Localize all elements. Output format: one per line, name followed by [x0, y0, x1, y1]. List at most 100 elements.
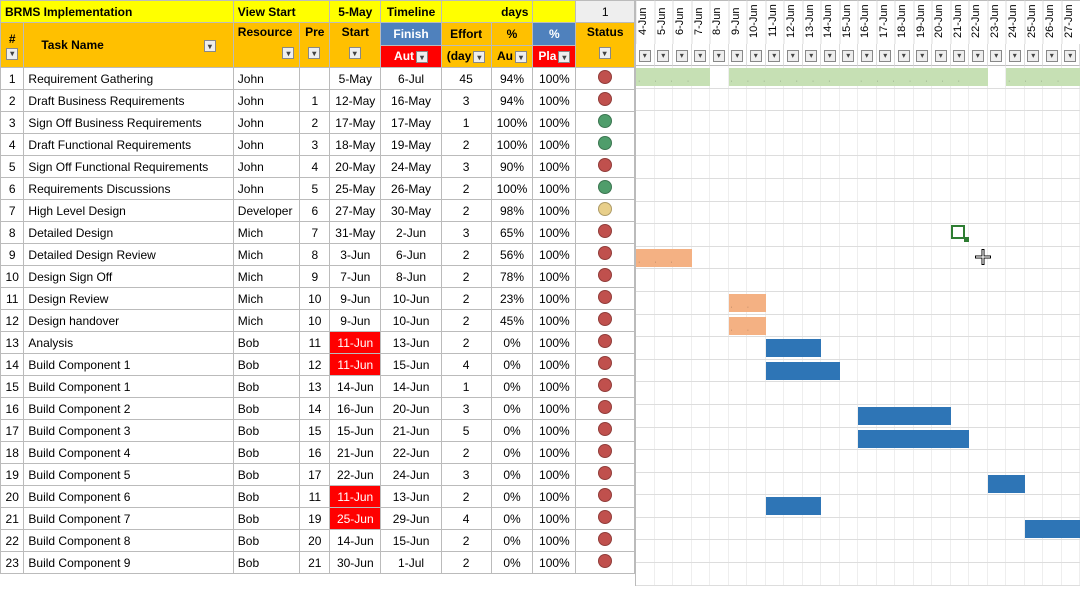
- task-effort[interactable]: 3: [441, 222, 491, 244]
- gantt-filter-cell[interactable]: ▾: [932, 44, 951, 66]
- gantt-filter-cell[interactable]: ▾: [988, 44, 1007, 66]
- task-start[interactable]: 3-Jun: [330, 244, 381, 266]
- gantt-filter-cell[interactable]: ▾: [877, 44, 896, 66]
- task-pct1[interactable]: 0%: [491, 464, 533, 486]
- gantt-row[interactable]: [636, 89, 1080, 112]
- task-finish[interactable]: 29-Jun: [381, 508, 441, 530]
- table-row[interactable]: 3Sign Off Business RequirementsJohn217-M…: [1, 112, 635, 134]
- gantt-bar[interactable]: · ·: [729, 317, 766, 335]
- days-count[interactable]: 1: [576, 1, 635, 23]
- task-finish[interactable]: 14-Jun: [381, 376, 441, 398]
- task-name[interactable]: Design Sign Off: [24, 266, 233, 288]
- task-start[interactable]: 21-Jun: [330, 442, 381, 464]
- task-pre[interactable]: 4: [300, 156, 330, 178]
- task-name[interactable]: Sign Off Functional Requirements: [24, 156, 233, 178]
- task-finish[interactable]: 1-Jul: [381, 552, 441, 574]
- task-pre[interactable]: 21: [300, 552, 330, 574]
- task-pre[interactable]: 10: [300, 310, 330, 332]
- filter-btn-icon[interactable]: ▾: [898, 50, 910, 62]
- table-row[interactable]: 22Build Component 8Bob2014-Jun15-Jun20%1…: [1, 530, 635, 552]
- col-status[interactable]: Status▾: [576, 23, 635, 68]
- filter-btn-icon[interactable]: ▾: [1027, 50, 1039, 62]
- gantt-row[interactable]: [636, 224, 1080, 247]
- gantt-date[interactable]: 26-Jun: [1043, 0, 1062, 44]
- gantt-filter-cell[interactable]: ▾: [636, 44, 655, 66]
- task-pct1[interactable]: 0%: [491, 508, 533, 530]
- gantt-date[interactable]: 22-Jun: [969, 0, 988, 44]
- gantt-bar[interactable]: [858, 407, 951, 425]
- task-pct2[interactable]: 100%: [533, 200, 576, 222]
- task-pct2[interactable]: 100%: [533, 486, 576, 508]
- gantt-row[interactable]: [636, 518, 1080, 541]
- task-pct2[interactable]: 100%: [533, 464, 576, 486]
- task-pct2[interactable]: 100%: [533, 178, 576, 200]
- task-pct2[interactable]: 100%: [533, 266, 576, 288]
- table-row[interactable]: 6Requirements DiscussionsJohn525-May26-M…: [1, 178, 635, 200]
- task-name[interactable]: Build Component 4: [24, 442, 233, 464]
- gantt-bar[interactable]: · ·: [729, 294, 766, 312]
- filter-btn-icon[interactable]: ▾: [639, 50, 651, 62]
- task-effort[interactable]: 1: [441, 112, 491, 134]
- task-pct1[interactable]: 0%: [491, 420, 533, 442]
- task-resource[interactable]: Mich: [233, 310, 300, 332]
- table-row[interactable]: 8Detailed DesignMich731-May2-Jun365%100%: [1, 222, 635, 244]
- task-start[interactable]: 15-Jun: [330, 420, 381, 442]
- task-start[interactable]: 11-Jun: [330, 354, 381, 376]
- filter-btn-status[interactable]: ▾: [599, 47, 611, 59]
- gantt-filter-cell[interactable]: ▾: [821, 44, 840, 66]
- gantt-row[interactable]: [636, 337, 1080, 360]
- table-row[interactable]: 18Build Component 4Bob1621-Jun22-Jun20%1…: [1, 442, 635, 464]
- task-resource[interactable]: Bob: [233, 442, 300, 464]
- gantt-date[interactable]: 15-Jun: [840, 0, 859, 44]
- gantt-row[interactable]: · ·: [636, 315, 1080, 338]
- task-finish[interactable]: 24-Jun: [381, 464, 441, 486]
- table-row[interactable]: 17Build Component 3Bob1515-Jun21-Jun50%1…: [1, 420, 635, 442]
- filter-btn-icon[interactable]: ▾: [824, 50, 836, 62]
- task-pct2[interactable]: 100%: [533, 508, 576, 530]
- task-resource[interactable]: Bob: [233, 354, 300, 376]
- gantt-bar[interactable]: · · · ·: [1006, 68, 1080, 86]
- gantt-filter-cell[interactable]: ▾: [1043, 44, 1062, 66]
- task-pct1[interactable]: 45%: [491, 310, 533, 332]
- gantt-row[interactable]: [636, 179, 1080, 202]
- gantt-date[interactable]: 7-Jun: [692, 0, 711, 44]
- task-resource[interactable]: Mich: [233, 288, 300, 310]
- gantt-date[interactable]: 5-Jun: [655, 0, 674, 44]
- filter-btn-icon[interactable]: ▾: [842, 50, 854, 62]
- col-finish-sub[interactable]: Aut▾: [381, 45, 441, 68]
- col-finish[interactable]: Finish: [381, 23, 441, 46]
- task-name[interactable]: Requirements Discussions: [24, 178, 233, 200]
- task-finish[interactable]: 10-Jun: [381, 310, 441, 332]
- task-name[interactable]: Analysis: [24, 332, 233, 354]
- task-pct2[interactable]: 100%: [533, 420, 576, 442]
- gantt-date[interactable]: 4-Jun: [636, 0, 655, 44]
- gantt-bar[interactable]: [858, 430, 969, 448]
- task-pre[interactable]: 14: [300, 398, 330, 420]
- col-effort-sub[interactable]: (day▾: [441, 45, 491, 68]
- task-name[interactable]: Build Component 2: [24, 398, 233, 420]
- task-pre[interactable]: 10: [300, 288, 330, 310]
- table-row[interactable]: 14Build Component 1Bob1211-Jun15-Jun40%1…: [1, 354, 635, 376]
- gantt-row[interactable]: [636, 360, 1080, 383]
- task-finish[interactable]: 22-Jun: [381, 442, 441, 464]
- task-pct2[interactable]: 100%: [533, 398, 576, 420]
- task-effort[interactable]: 2: [441, 310, 491, 332]
- task-resource[interactable]: John: [233, 90, 300, 112]
- table-row[interactable]: 23Build Component 9Bob2130-Jun1-Jul20%10…: [1, 552, 635, 574]
- gantt-filter-cell[interactable]: ▾: [951, 44, 970, 66]
- filter-btn-icon[interactable]: ▾: [787, 50, 799, 62]
- task-resource[interactable]: Bob: [233, 508, 300, 530]
- task-pct1[interactable]: 0%: [491, 530, 533, 552]
- gantt-row[interactable]: [636, 111, 1080, 134]
- task-pct2[interactable]: 100%: [533, 68, 576, 90]
- gantt-filter-cell[interactable]: ▾: [729, 44, 748, 66]
- task-pct1[interactable]: 0%: [491, 354, 533, 376]
- gantt-filter-cell[interactable]: ▾: [840, 44, 859, 66]
- task-start[interactable]: 11-Jun: [330, 486, 381, 508]
- table-row[interactable]: 13AnalysisBob1111-Jun13-Jun20%100%: [1, 332, 635, 354]
- task-name[interactable]: Build Component 1: [24, 376, 233, 398]
- gantt-row[interactable]: · · ·: [636, 247, 1080, 270]
- task-effort[interactable]: 2: [441, 552, 491, 574]
- task-effort[interactable]: 3: [441, 398, 491, 420]
- task-finish[interactable]: 8-Jun: [381, 266, 441, 288]
